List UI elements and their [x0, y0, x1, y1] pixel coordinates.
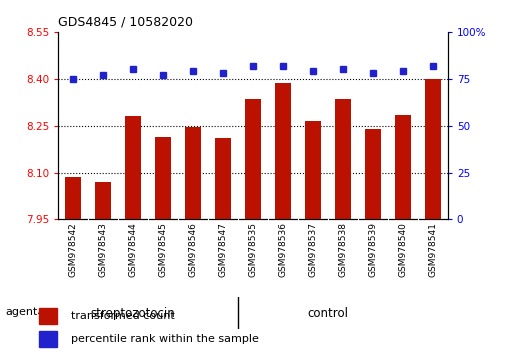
- Text: GSM978536: GSM978536: [278, 222, 287, 277]
- Text: percentile rank within the sample: percentile rank within the sample: [71, 334, 258, 344]
- Text: control: control: [307, 307, 348, 320]
- Text: agent: agent: [6, 307, 38, 317]
- Text: transformed count: transformed count: [71, 311, 174, 321]
- Text: GSM978545: GSM978545: [158, 222, 167, 277]
- Bar: [244, 99, 261, 219]
- Text: streptozotocin: streptozotocin: [90, 307, 175, 320]
- Text: GSM978540: GSM978540: [397, 222, 407, 277]
- Text: GDS4845 / 10582020: GDS4845 / 10582020: [58, 15, 193, 28]
- Text: GSM978538: GSM978538: [338, 222, 347, 277]
- Bar: [125, 116, 141, 219]
- Text: GSM978537: GSM978537: [308, 222, 317, 277]
- Text: GSM978539: GSM978539: [368, 222, 377, 277]
- Text: GSM978541: GSM978541: [427, 222, 436, 277]
- Bar: [95, 182, 111, 219]
- Bar: [274, 84, 291, 219]
- Bar: [424, 79, 440, 219]
- Text: GSM978542: GSM978542: [69, 222, 78, 276]
- Bar: [155, 137, 171, 219]
- Text: GSM978543: GSM978543: [98, 222, 108, 277]
- Text: GSM978535: GSM978535: [248, 222, 257, 277]
- Bar: [65, 177, 81, 219]
- Text: GSM978546: GSM978546: [188, 222, 197, 277]
- Bar: [304, 121, 321, 219]
- Bar: [214, 138, 231, 219]
- Bar: [39, 308, 57, 324]
- Bar: [39, 331, 57, 347]
- Text: GSM978544: GSM978544: [128, 222, 137, 276]
- Bar: [394, 115, 410, 219]
- Text: GSM978547: GSM978547: [218, 222, 227, 277]
- Bar: [184, 127, 201, 219]
- Bar: [364, 129, 380, 219]
- Bar: [334, 99, 350, 219]
